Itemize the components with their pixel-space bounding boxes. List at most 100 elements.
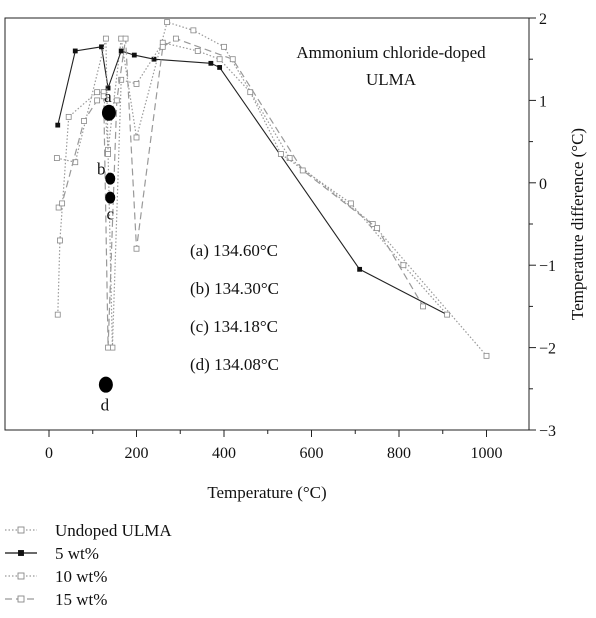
x-tick-label: 1000	[471, 445, 503, 462]
data-point	[105, 85, 111, 91]
series-3	[55, 35, 426, 351]
legend-item-0: Undoped ULMA	[5, 521, 172, 540]
data-point	[347, 200, 354, 207]
peak-label-a: a	[104, 87, 112, 106]
legend-item-1: 5 wt%	[5, 544, 99, 563]
data-point	[72, 48, 78, 54]
y-tick-label: −2	[539, 341, 556, 358]
legend-swatch-marker	[18, 550, 24, 556]
legend-label: Undoped ULMA	[55, 521, 172, 540]
data-point	[65, 113, 72, 120]
data-point	[122, 35, 129, 42]
x-tick-label: 600	[300, 445, 324, 462]
peak-value-b: (b) 134.30°C	[190, 279, 279, 298]
peak-value-c: (c) 134.18°C	[190, 317, 278, 336]
legend-label: 15 wt%	[55, 590, 107, 609]
data-point	[105, 151, 111, 157]
data-point	[299, 167, 306, 174]
series-1	[55, 44, 450, 318]
legend-swatch-marker	[17, 595, 25, 603]
x-tick-label: 200	[125, 445, 149, 462]
legend-label: 10 wt%	[55, 567, 107, 586]
x-tick-label: 400	[212, 445, 236, 462]
series-2	[53, 35, 451, 351]
x-tick-label: 0	[45, 445, 53, 462]
peak-label-c: c	[106, 205, 114, 224]
series-line	[57, 21, 487, 357]
y-axis: −3 −2 −1 0 1 2	[529, 11, 556, 440]
data-point	[133, 134, 140, 141]
x-axis-label: Temperature (°C)	[207, 483, 326, 502]
peak-marker-b	[105, 172, 116, 185]
data-point	[420, 303, 426, 310]
data-point	[100, 93, 107, 100]
data-point	[55, 122, 61, 128]
data-point	[277, 151, 284, 157]
data-point	[357, 266, 363, 272]
peak-label-d: d	[101, 396, 110, 415]
x-axis: 0 200 400 600 800 1000	[45, 430, 503, 462]
data-point	[194, 48, 201, 54]
data-point	[113, 97, 120, 104]
data-point	[159, 43, 166, 50]
series-layer	[53, 19, 490, 359]
data-point	[444, 311, 451, 318]
data-point	[59, 200, 66, 207]
data-point	[118, 76, 125, 83]
data-point	[133, 81, 140, 87]
data-point	[208, 60, 214, 66]
peak-value-labels: (a) 134.60°C (b) 134.30°C (c) 134.18°C (d) …	[190, 241, 279, 374]
peak-layer: a b c d	[97, 87, 116, 415]
chart-title-line1: Ammonium chloride-doped	[296, 43, 486, 62]
x-tick-label: 800	[387, 445, 411, 462]
data-point	[164, 19, 171, 26]
data-point	[151, 56, 157, 62]
data-point	[190, 27, 197, 34]
data-point	[55, 204, 62, 211]
data-point	[99, 44, 104, 50]
peak-marker-a	[101, 104, 116, 121]
data-point	[217, 65, 223, 70]
legend: Undoped ULMA 5 wt% 10 wt% 15 wt%	[5, 521, 172, 609]
y-axis-label: Temperature difference (°C)	[568, 128, 587, 320]
peak-marker-c	[105, 191, 116, 204]
data-point	[53, 155, 60, 161]
legend-item-2: 10 wt%	[5, 567, 107, 586]
data-point	[229, 56, 236, 63]
data-point	[172, 35, 179, 42]
peak-marker-d	[98, 376, 113, 393]
data-point	[286, 155, 293, 161]
data-point	[221, 43, 227, 50]
data-point	[118, 48, 124, 54]
y-tick-label: 2	[539, 11, 547, 28]
y-tick-label: −1	[539, 258, 556, 275]
y-tick-label: −3	[539, 423, 556, 440]
y-tick-label: 1	[539, 93, 547, 110]
data-point	[133, 245, 140, 252]
data-point	[81, 118, 87, 124]
chart-title-line2: ULMA	[366, 70, 417, 89]
data-point	[369, 221, 376, 227]
data-point	[54, 311, 61, 318]
legend-swatch-marker	[17, 572, 25, 580]
data-point	[57, 237, 63, 244]
y-tick-label: 0	[539, 176, 547, 193]
legend-item-3: 15 wt%	[5, 590, 107, 609]
legend-label: 5 wt%	[55, 544, 99, 563]
data-point	[131, 52, 137, 58]
series-0	[54, 19, 490, 359]
data-point	[400, 262, 407, 269]
peak-value-d: (d) 134.08°C	[190, 355, 279, 374]
peak-label-b: b	[97, 160, 106, 179]
data-point	[105, 344, 111, 351]
data-point	[102, 35, 109, 42]
legend-swatch-marker	[17, 526, 25, 534]
data-point	[94, 89, 101, 96]
peak-value-a: (a) 134.60°C	[190, 241, 278, 260]
data-point	[483, 352, 490, 359]
data-point	[94, 97, 101, 104]
data-point	[374, 225, 381, 232]
data-point	[216, 56, 223, 63]
data-point	[247, 89, 254, 96]
